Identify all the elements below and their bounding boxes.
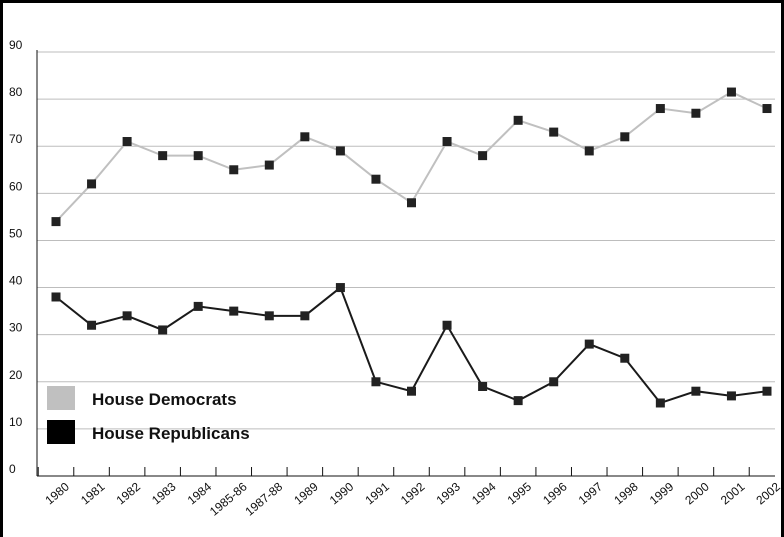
x-tick-label: 2001 — [718, 479, 748, 507]
x-tick-label: 2000 — [682, 479, 712, 507]
y-tick-label: 70 — [9, 132, 23, 146]
y-tick-label: 90 — [9, 38, 23, 52]
data-point — [726, 87, 736, 97]
data-point — [51, 217, 61, 227]
y-tick-label: 20 — [9, 368, 23, 382]
x-tick-label: 1995 — [505, 479, 535, 507]
data-point — [584, 339, 594, 349]
data-point — [193, 301, 203, 311]
x-tick-label: 2002 — [753, 479, 783, 507]
data-point — [655, 104, 665, 114]
data-point — [620, 132, 630, 142]
data-point — [87, 320, 97, 330]
x-tick-label: 1994 — [469, 479, 499, 507]
data-point — [726, 391, 736, 401]
series-lines — [55, 90, 768, 405]
series-markers — [51, 87, 772, 408]
data-point — [193, 151, 203, 161]
x-tick-label: 1998 — [611, 479, 641, 507]
data-point — [513, 396, 523, 406]
data-point — [300, 132, 310, 142]
data-point — [122, 137, 132, 147]
data-point — [122, 311, 132, 321]
data-point — [158, 151, 168, 161]
data-point — [762, 386, 772, 396]
data-point — [762, 104, 772, 114]
legend-label-democrats: House Democrats — [92, 390, 237, 409]
data-point — [158, 325, 168, 335]
data-point — [229, 165, 239, 175]
x-tick-label: 1993 — [434, 479, 464, 507]
x-tick-label: 1982 — [114, 479, 144, 507]
data-point — [407, 198, 416, 208]
data-point — [442, 320, 452, 330]
data-point — [620, 353, 630, 363]
data-point — [478, 381, 488, 391]
data-point — [655, 398, 665, 408]
y-tick-label: 50 — [9, 226, 23, 240]
data-point — [300, 311, 310, 321]
data-point — [549, 377, 559, 387]
data-point — [549, 127, 559, 137]
data-point — [371, 174, 381, 184]
data-point — [371, 377, 381, 387]
data-point — [478, 151, 488, 161]
data-point — [51, 292, 61, 302]
data-point — [87, 179, 97, 189]
data-point — [691, 108, 701, 118]
series-line-1 — [55, 285, 768, 405]
y-tick-label: 60 — [9, 179, 23, 193]
legend-swatch-republicans — [47, 420, 75, 444]
x-tick-label: 1983 — [149, 479, 179, 507]
x-tick-label: 1981 — [78, 479, 108, 507]
y-tick-label: 80 — [9, 85, 23, 99]
x-tick-label: 1991 — [362, 479, 392, 507]
data-point — [335, 146, 345, 156]
x-tick-label: 1990 — [327, 479, 357, 507]
data-point — [584, 146, 594, 156]
legend-swatch-democrats — [47, 386, 75, 410]
x-tick-label: 1996 — [540, 479, 570, 507]
data-point — [691, 386, 701, 396]
x-tick-label: 1980 — [42, 479, 72, 507]
data-point — [229, 306, 239, 316]
data-point — [407, 386, 416, 396]
x-tick-label: 1985-86 — [207, 479, 250, 518]
grid-lines — [37, 51, 775, 430]
data-point — [264, 160, 274, 170]
x-tick-label: 1999 — [647, 479, 677, 507]
data-point — [442, 137, 452, 147]
x-tick-label: 1984 — [185, 479, 215, 507]
y-tick-label: 10 — [9, 415, 23, 429]
data-point — [264, 311, 274, 321]
y-tick-label: 0 — [9, 462, 16, 476]
x-tick-label: 1989 — [291, 479, 321, 507]
legend: House Democrats House Republicans — [47, 386, 250, 444]
data-point — [335, 283, 345, 293]
data-point — [513, 115, 523, 125]
x-tick-label: 1992 — [398, 479, 428, 507]
x-tick-label: 1987-88 — [242, 479, 285, 518]
legend-label-republicans: House Republicans — [92, 424, 250, 443]
y-tick-label: 30 — [9, 321, 23, 335]
y-tick-label: 40 — [9, 274, 23, 288]
x-tick-label: 1997 — [576, 479, 606, 507]
